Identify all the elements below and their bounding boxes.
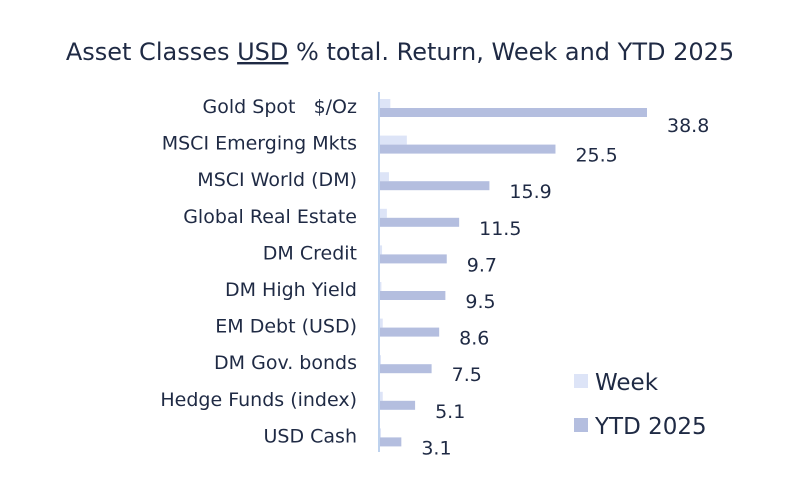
data-label: 8.6 <box>459 328 489 350</box>
ytd-bar <box>380 217 460 227</box>
ytd-bar <box>380 327 440 337</box>
week-bar <box>380 318 383 328</box>
data-label: 15.9 <box>509 181 551 203</box>
week-bar <box>380 208 387 218</box>
category-label: DM Credit <box>263 242 357 264</box>
ytd-bar <box>380 108 647 117</box>
data-label: 9.7 <box>467 254 497 276</box>
category-label: Gold Spot $/Oz <box>203 96 357 118</box>
category-label: USD Cash <box>264 425 358 447</box>
ytd-bar <box>380 364 432 374</box>
title-part: USD <box>237 38 288 66</box>
week-bar <box>380 282 382 291</box>
data-label: 3.1 <box>421 437 451 459</box>
data-label: 5.1 <box>435 401 465 423</box>
ytd-bar <box>380 144 556 154</box>
data-label: 9.5 <box>465 291 495 313</box>
category-label: EM Debt (USD) <box>215 316 357 338</box>
week-bar <box>380 172 389 182</box>
data-label: 38.8 <box>667 115 709 137</box>
week-bar <box>380 428 381 438</box>
ytd-bar <box>380 181 490 191</box>
ytd-bar <box>380 437 402 447</box>
week-bar <box>380 245 383 255</box>
category-label: MSCI World (DM) <box>197 169 357 191</box>
category-label: Global Real Estate <box>183 206 357 228</box>
legend-label: Week <box>595 370 659 396</box>
ytd-bar <box>380 254 447 264</box>
data-label: 25.5 <box>575 145 617 167</box>
title-part: % total. Return, Week and YTD 2025 <box>288 38 734 66</box>
ytd-bar <box>380 291 446 300</box>
chart-title: Asset Classes USD % total. Return, Week … <box>66 38 734 66</box>
title-part: Asset Classes <box>66 38 237 66</box>
data-label: 7.5 <box>452 364 482 386</box>
category-label: Hedge Funds (index) <box>160 389 357 411</box>
week-bar <box>380 391 383 401</box>
ytd-bar <box>380 400 416 410</box>
week-bar <box>380 355 381 365</box>
category-label: DM High Yield <box>225 279 357 301</box>
category-label: MSCI Emerging Mkts <box>162 133 357 155</box>
legend-label: YTD 2025 <box>594 414 707 440</box>
week-bar <box>380 99 391 108</box>
data-label: 11.5 <box>479 218 521 240</box>
week-bar <box>380 135 407 145</box>
category-label: DM Gov. bonds <box>214 352 357 374</box>
legend-swatch <box>574 418 588 432</box>
legend-swatch <box>574 374 588 388</box>
